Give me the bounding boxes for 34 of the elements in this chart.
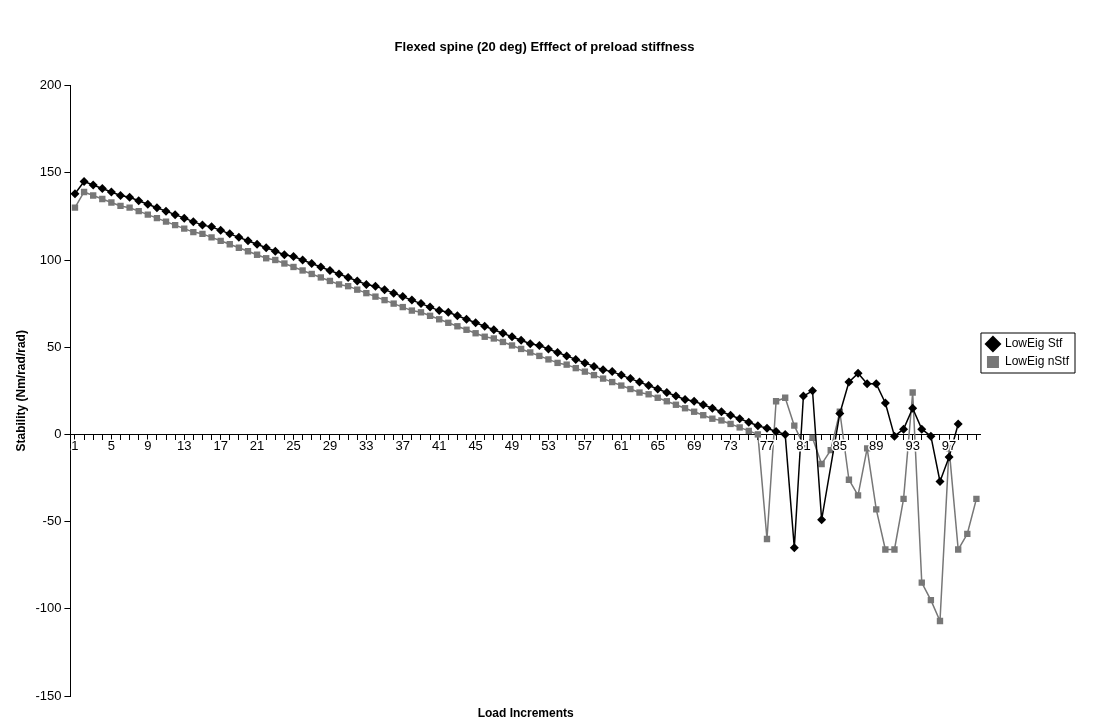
y-axis-title: Stability (Nm/rad/rad) bbox=[13, 330, 28, 452]
legend-label: LowEig nStf bbox=[1004, 354, 1070, 369]
x-tick-label: 25 bbox=[286, 438, 301, 454]
y-tick-label: 200 bbox=[39, 77, 62, 93]
y-tick-label: 100 bbox=[39, 251, 62, 267]
y-tick-label: 50 bbox=[46, 338, 62, 354]
x-tick-label: 1 bbox=[71, 438, 79, 454]
x-tick-label: 49 bbox=[504, 438, 520, 454]
chart-title: Flexed spine (20 deg) Efffect of preload stiffness bbox=[394, 39, 695, 55]
x-tick-label: 33 bbox=[359, 438, 374, 454]
x-tick-label: 37 bbox=[395, 438, 410, 454]
legend-label: LowEig Stf bbox=[1004, 336, 1063, 351]
x-tick-label: 73 bbox=[723, 438, 738, 454]
x-tick-label: 29 bbox=[322, 438, 338, 454]
y-tick-label: -50 bbox=[42, 513, 62, 529]
y-tick-label: 150 bbox=[39, 164, 62, 180]
x-tick-label: 65 bbox=[650, 438, 665, 454]
x-tick-label: 77 bbox=[759, 438, 775, 454]
y-tick-label: -100 bbox=[35, 600, 62, 616]
x-tick-label: 9 bbox=[144, 438, 152, 454]
y-tick-label: 0 bbox=[54, 425, 62, 441]
x-tick-label: 57 bbox=[577, 438, 593, 454]
x-tick-label: 13 bbox=[177, 438, 192, 454]
y-tick-label: -150 bbox=[35, 687, 62, 703]
x-tick-label: 5 bbox=[107, 438, 116, 454]
x-tick-label: 17 bbox=[213, 438, 228, 454]
x-tick-label: 69 bbox=[686, 438, 702, 454]
x-axis-title: Load Increments bbox=[477, 706, 575, 721]
x-tick-label: 21 bbox=[249, 438, 265, 454]
x-tick-label: 89 bbox=[869, 438, 884, 454]
x-tick-label: 45 bbox=[468, 438, 483, 454]
x-tick-label: 61 bbox=[614, 438, 629, 454]
x-tick-label: 53 bbox=[541, 438, 556, 454]
x-tick-label: 41 bbox=[431, 438, 447, 454]
